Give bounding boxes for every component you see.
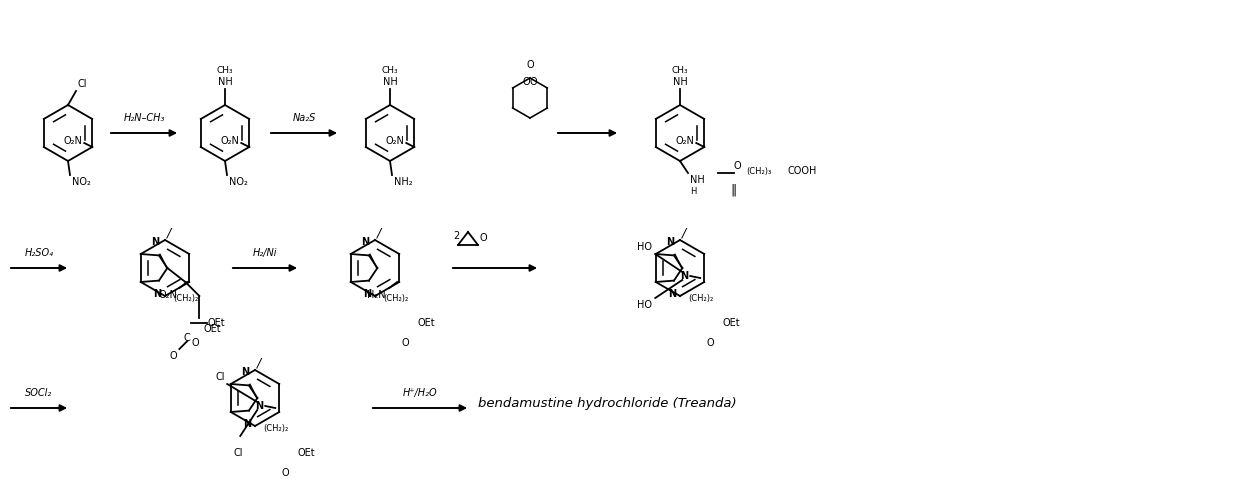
Text: NH: NH [690, 175, 705, 185]
Text: NH: NH [673, 77, 688, 87]
Text: Cl: Cl [233, 448, 243, 458]
Text: NH₂: NH₂ [394, 177, 413, 187]
Text: HO: HO [637, 300, 652, 310]
Text: OEt: OEt [203, 324, 221, 334]
Text: ‖: ‖ [731, 183, 737, 196]
Text: O: O [523, 77, 530, 87]
Text: H: H [690, 187, 696, 196]
Text: /: / [377, 226, 382, 239]
Text: SOCl₂: SOCl₂ [25, 388, 52, 398]
Text: N: N [361, 237, 369, 247]
Text: bendamustine hydrochloride (Treanda): bendamustine hydrochloride (Treanda) [478, 396, 737, 409]
Text: (CH₂)₂: (CH₂)₂ [264, 424, 289, 433]
Text: NH: NH [383, 77, 398, 87]
Text: N: N [363, 289, 370, 299]
Text: (CH₂)₂: (CH₂)₂ [383, 293, 409, 302]
Text: H₂SO₄: H₂SO₄ [25, 248, 53, 258]
Text: (CH₂)₂: (CH₂)₂ [689, 293, 714, 302]
Text: O: O [170, 351, 177, 361]
Text: CH₃: CH₃ [217, 66, 233, 75]
Text: O₂N: O₂N [385, 136, 404, 146]
Text: O: O [281, 468, 289, 478]
Text: O: O [530, 77, 538, 87]
Text: N: N [255, 401, 263, 411]
Text: O₂N: O₂N [221, 136, 239, 146]
Text: O: O [706, 338, 714, 348]
Text: N: N [665, 237, 674, 247]
Text: O: O [192, 338, 199, 348]
Text: H⁺/H₂O: H⁺/H₂O [403, 388, 437, 398]
Text: O: O [479, 233, 488, 243]
Text: O₂N: O₂N [675, 136, 694, 146]
Text: OEt: OEt [297, 448, 315, 458]
Text: N: N [243, 418, 252, 429]
Text: 2: 2 [453, 231, 460, 241]
Text: (CH₂)₂: (CH₂)₂ [173, 293, 198, 302]
Text: H₂N: H₂N [367, 290, 385, 300]
Text: O₂N: O₂N [159, 290, 177, 300]
Text: OEt: OEt [207, 318, 225, 328]
Text: CH₃: CH₃ [672, 66, 689, 75]
Text: O: O [733, 161, 742, 171]
Text: C: C [183, 333, 191, 343]
Text: /: / [256, 357, 261, 369]
Text: N: N [680, 271, 688, 281]
Text: Cl: Cl [78, 79, 88, 89]
Text: OEt: OEt [418, 318, 435, 328]
Text: O: O [401, 338, 409, 348]
Text: H₂/Ni: H₂/Ni [253, 248, 278, 258]
Text: NH: NH [218, 77, 233, 87]
Text: O₂N: O₂N [63, 136, 82, 146]
Text: N: N [152, 289, 161, 299]
Text: CH₃: CH₃ [382, 66, 398, 75]
Text: NO₂: NO₂ [72, 177, 90, 187]
Text: /: / [167, 226, 171, 239]
Text: Na₂S: Na₂S [292, 113, 316, 123]
Text: N: N [151, 237, 159, 247]
Text: Cl: Cl [216, 372, 225, 382]
Text: NO₂: NO₂ [229, 177, 248, 187]
Text: H₂N–CH₃: H₂N–CH₃ [124, 113, 165, 123]
Text: O: O [527, 60, 534, 70]
Text: /: / [681, 226, 686, 239]
Text: (CH₂)₃: (CH₂)₃ [746, 166, 771, 176]
Text: N: N [240, 367, 249, 377]
Text: COOH: COOH [788, 166, 818, 176]
Text: OEt: OEt [722, 318, 740, 328]
Text: HO: HO [637, 242, 652, 252]
Text: N: N [668, 289, 676, 299]
